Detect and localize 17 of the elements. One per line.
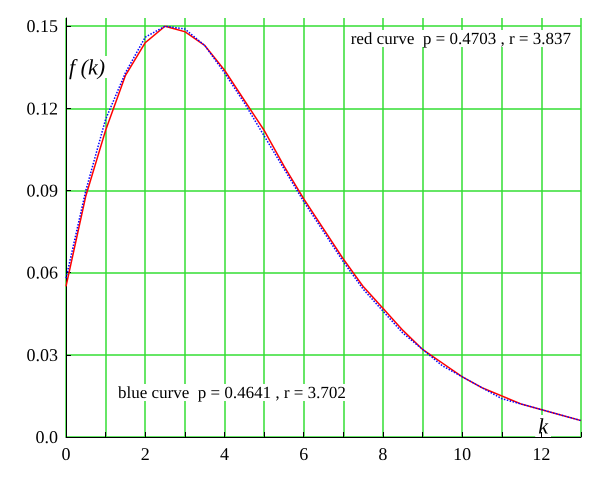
x-tick-label: 12 <box>532 444 550 464</box>
x-axis-title: k <box>538 414 550 438</box>
y-tick-label: 0.03 <box>26 344 58 365</box>
y-tick-label: 0.15 <box>26 16 58 36</box>
y-tick-label: 0.09 <box>26 180 58 201</box>
y-tick-label: 0.06 <box>26 262 58 283</box>
y-tick-label: 0.0 <box>36 427 58 447</box>
x-tick-label: 10 <box>453 444 472 464</box>
x-tick-label: 6 <box>299 444 308 464</box>
annotation: red curve p = 0.4703 , r = 3.837 <box>350 29 572 48</box>
x-tick-label: 4 <box>220 444 229 464</box>
x-tick-label: 2 <box>140 444 150 464</box>
x-tick-label: 0 <box>62 444 70 464</box>
annotation: blue curve p = 0.4641 , r = 3.702 <box>118 383 346 402</box>
x-tick-label: 8 <box>378 444 388 464</box>
y-axis-title: f (k) <box>69 54 106 80</box>
y-tick-label: 0.12 <box>26 98 58 118</box>
